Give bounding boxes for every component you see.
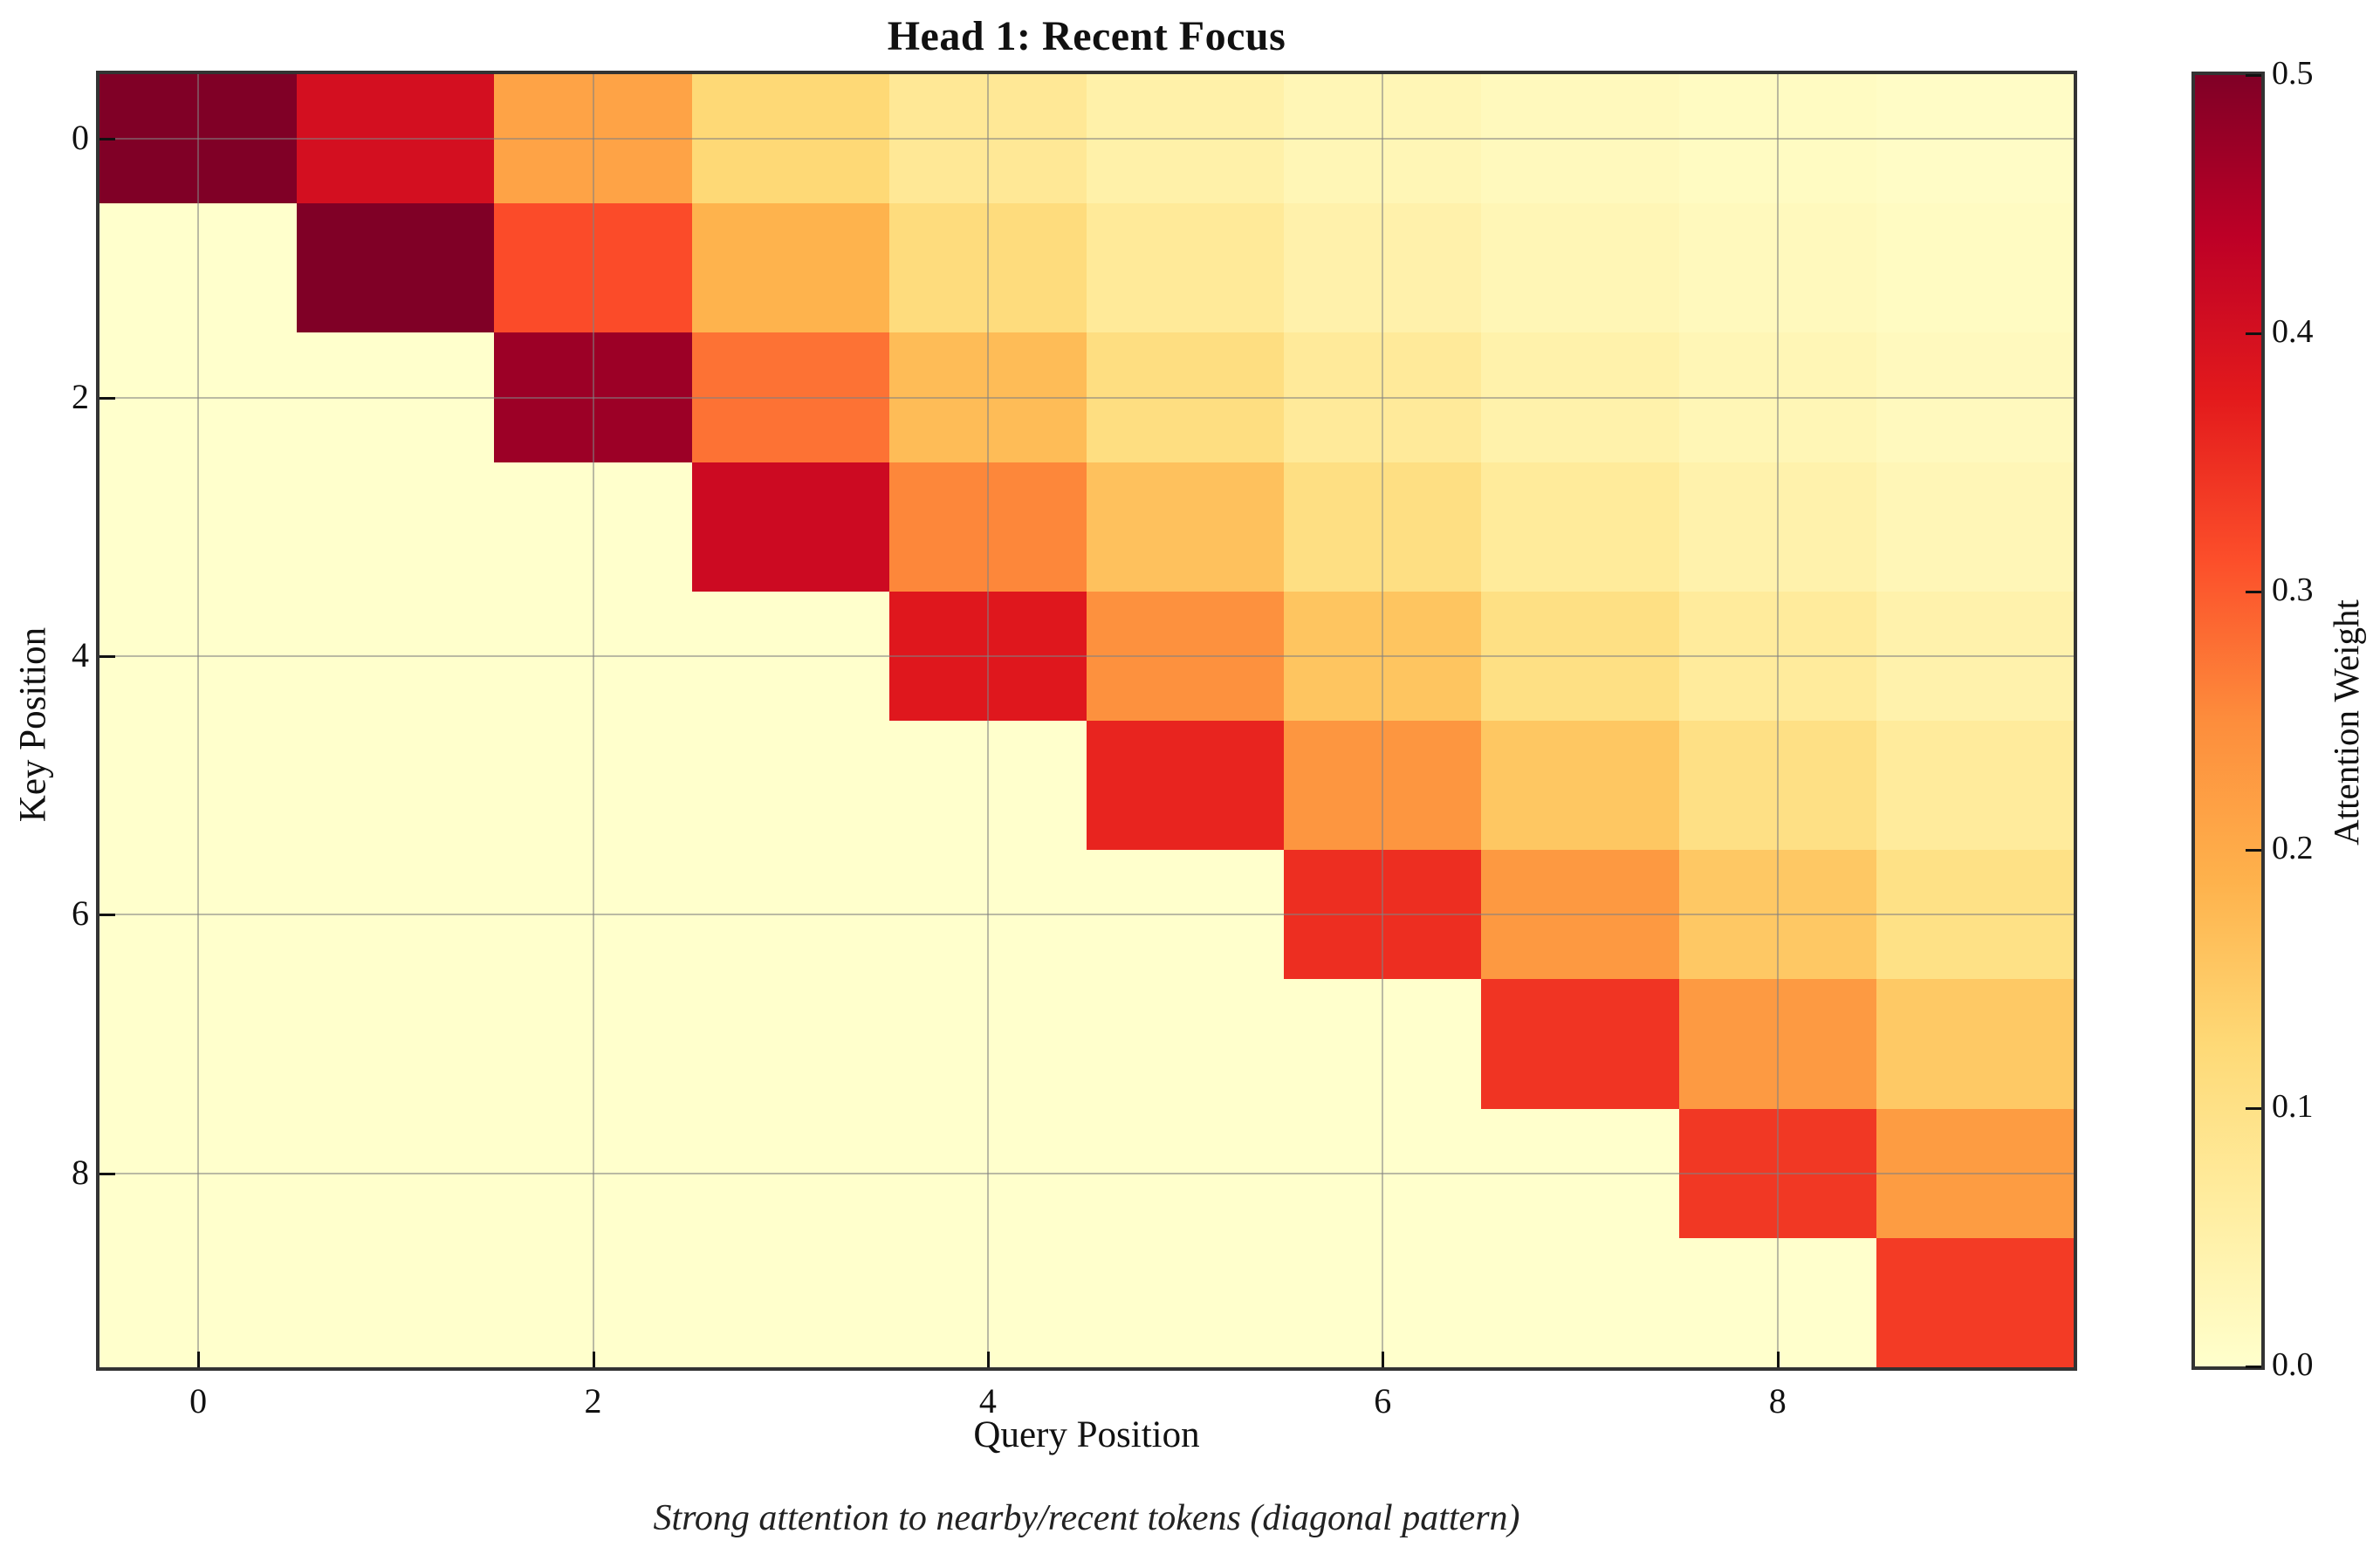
y-tick-label: 8 [72,1152,89,1192]
heatmap-cell [1086,1237,1285,1367]
y-tick-label: 6 [72,893,89,934]
y-tick-mark [99,654,115,658]
heatmap-cell [691,979,889,1109]
figure-caption: Strong attention to nearby/recent tokens… [653,1498,1520,1538]
colorbar-tick-mark [2246,1366,2261,1368]
heatmap-cell [691,203,889,333]
y-tick-mark [99,396,115,400]
x-tick-label: 6 [1374,1381,1392,1421]
x-tick-mark [1382,1352,1385,1367]
heatmap-cell [1876,1237,2074,1367]
y-tick-label: 4 [72,634,89,674]
x-tick-label: 4 [978,1381,997,1421]
colorbar-tick-mark [2246,591,2261,593]
x-tick-label: 0 [189,1381,208,1421]
x-tick-label: 2 [584,1381,602,1421]
heatmap-cell [297,1237,495,1367]
x-axis-label: Query Position [973,1414,1200,1455]
colorbar-tick-mark [2246,1107,2261,1110]
chart-title: Head 1: Recent Focus [887,13,1286,59]
heatmap-cell [1481,720,1679,851]
x-tick-mark [1776,1352,1780,1367]
heatmap-cell [691,462,889,592]
heatmap-cell [1481,1237,1679,1367]
heatmap-cell [691,720,889,851]
colorbar-tick-label: 0.2 [2272,830,2314,866]
heatmap-cell [1876,462,2074,592]
y-tick-label: 0 [72,118,89,158]
gridline-vertical [1776,74,1779,1367]
colorbar-tick-mark [2246,332,2261,335]
heatmap-cell [1876,979,2074,1109]
heatmap-cell [1086,203,1285,333]
heatmap-cell [1086,979,1285,1109]
gridline-horizontal [99,138,2074,140]
heatmap-cell [1481,979,1679,1109]
gridline-horizontal [99,914,2074,916]
colorbar-tick-mark [2246,74,2261,77]
heatmap-cell [1876,720,2074,851]
colorbar-label: Attention Weight [2326,599,2366,845]
gridline-horizontal [99,1172,2074,1174]
colorbar-tick-label: 0.1 [2272,1088,2314,1125]
heatmap-cell [297,462,495,592]
y-axis-label: Key Position [12,626,54,823]
gridline-vertical [592,74,594,1367]
y-tick-mark [99,1172,115,1175]
x-tick-label: 8 [1768,1381,1787,1421]
heatmap-cell [297,203,495,333]
colorbar [2191,72,2265,1370]
heatmap-cell [1481,462,1679,592]
colorbar-tick-label: 0.5 [2272,55,2314,92]
heatmap-cell [691,1237,889,1367]
x-tick-mark [986,1352,990,1367]
heatmap-plot-area [96,71,2077,1371]
heatmap-cell [297,979,495,1109]
gridline-vertical [197,74,200,1367]
heatmap-cell [1086,462,1285,592]
gridline-vertical [1382,74,1384,1367]
heatmap-cell [297,720,495,851]
gridline-vertical [986,74,989,1367]
gridline-horizontal [99,654,2074,657]
y-tick-mark [99,138,115,141]
y-tick-label: 2 [72,376,89,416]
y-tick-mark [99,914,115,917]
colorbar-tick-label: 0.3 [2272,572,2314,608]
gridline-horizontal [99,396,2074,399]
colorbar-tick-mark [2246,849,2261,852]
heatmap-cell [1876,203,2074,333]
colorbar-tick-label: 0.0 [2272,1346,2314,1383]
x-tick-mark [592,1352,595,1367]
x-tick-mark [197,1352,201,1367]
colorbar-tick-label: 0.4 [2272,313,2314,350]
colorbar-gradient [2195,75,2261,1366]
heatmap-cell [1481,203,1679,333]
heatmap-cell [1086,720,1285,851]
